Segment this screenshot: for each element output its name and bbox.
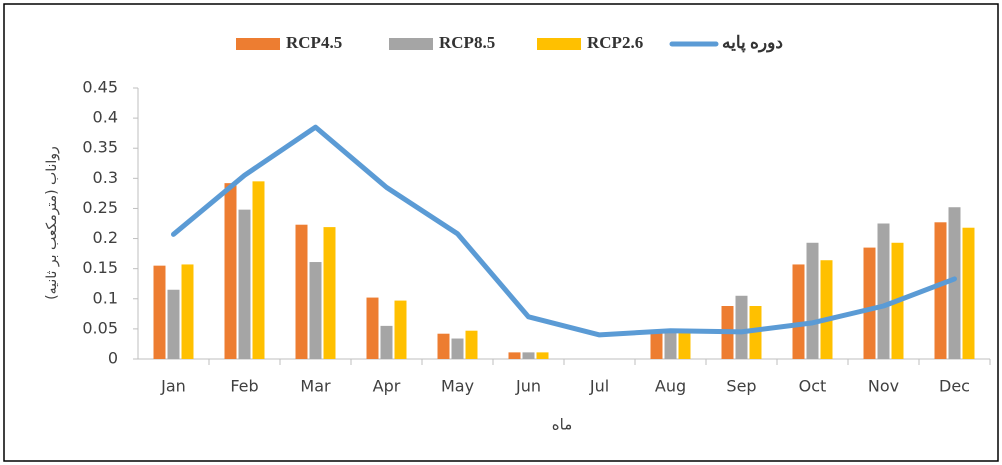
- x-tick-label: Jan: [160, 377, 186, 396]
- y-tick-label: 0: [108, 349, 118, 368]
- bar: [167, 289, 180, 359]
- bar: [792, 264, 805, 359]
- y-tick-label: 0.3: [93, 168, 118, 187]
- bar: [820, 260, 833, 359]
- bar: [451, 338, 464, 359]
- x-tick-label: Nov: [868, 377, 899, 396]
- y-tick-label: 0.45: [82, 78, 118, 97]
- x-tick-label: Jun: [515, 377, 541, 396]
- legend-label: RCP2.6: [587, 33, 643, 52]
- bar: [309, 262, 322, 359]
- bar: [962, 227, 975, 359]
- legend-swatch: [236, 38, 280, 50]
- bar: [380, 325, 393, 359]
- bar: [323, 227, 336, 359]
- bar: [934, 222, 947, 359]
- bar: [522, 352, 535, 359]
- x-tick-label: Jul: [589, 377, 609, 396]
- x-axis-label: ماه: [552, 416, 572, 434]
- bar: [366, 297, 379, 359]
- bar: [806, 242, 819, 359]
- x-tick-label: Oct: [799, 377, 827, 396]
- x-tick-label: Dec: [939, 377, 970, 396]
- legend-label: RCP8.5: [439, 33, 495, 52]
- y-axis-label: رواناب (مترمکعب بر ثانیه): [44, 146, 60, 300]
- line: [171, 124, 957, 338]
- bar: [252, 181, 265, 359]
- bar: [877, 223, 890, 359]
- legend-label: RCP4.5: [286, 33, 342, 52]
- bar: [536, 352, 549, 359]
- x-tick-label: Sep: [726, 377, 756, 396]
- x-tick-label: Feb: [230, 377, 258, 396]
- y-tick-label: 0.35: [82, 138, 118, 157]
- x-tick-label: Mar: [300, 377, 331, 396]
- y-tick-label: 0.1: [93, 288, 118, 307]
- bar: [948, 207, 961, 359]
- y-tick-label: 0.05: [82, 318, 118, 337]
- bar: [238, 209, 251, 359]
- x-tick-label: Apr: [373, 377, 401, 396]
- legend-swatch: [537, 38, 581, 50]
- bar: [437, 333, 450, 359]
- bar: [508, 352, 521, 359]
- legend-swatch: [389, 38, 433, 50]
- y-tick-label: 0.25: [82, 198, 118, 217]
- bar: [650, 333, 663, 359]
- bar: [678, 331, 691, 359]
- y-tick-label: 0.15: [82, 258, 118, 277]
- bar: [181, 264, 194, 359]
- bar: [153, 265, 166, 359]
- frame: [3, 3, 999, 462]
- bar: [295, 224, 308, 359]
- bar: [224, 183, 237, 359]
- bar: [465, 330, 478, 359]
- y-tick-label: 0.4: [93, 108, 118, 127]
- bar: [394, 300, 407, 359]
- legend-label: دوره پایه: [722, 33, 783, 53]
- bar: [735, 295, 748, 359]
- x-tick-label: May: [441, 377, 474, 396]
- bar: [664, 331, 677, 359]
- y-tick-label: 0.2: [93, 228, 118, 247]
- x-tick-label: Aug: [655, 377, 686, 396]
- bar: [863, 247, 876, 359]
